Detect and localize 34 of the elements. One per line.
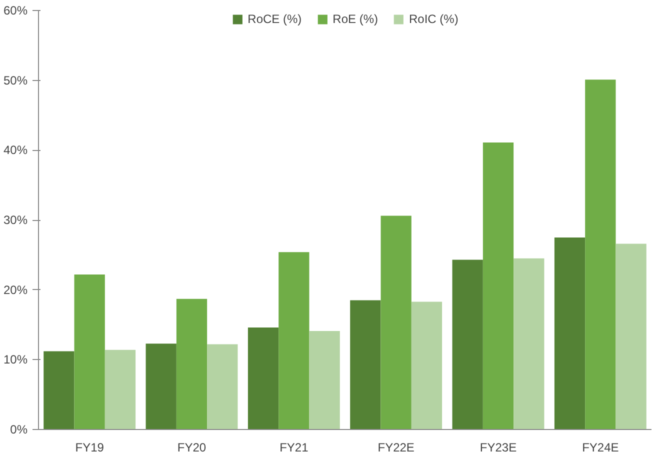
legend-label: RoIC (%): [409, 12, 458, 26]
x-tick-label: FY23E: [480, 440, 517, 454]
bar: [248, 328, 279, 430]
x-tick-label: FY24E: [582, 440, 619, 454]
bar: [176, 298, 208, 430]
x-tick-label: FY22E: [378, 440, 414, 454]
bar: [104, 350, 136, 430]
y-tick-label: 20%: [3, 282, 28, 297]
bar: [146, 344, 176, 430]
bar: [350, 300, 381, 430]
y-tick-label: 0%: [10, 422, 28, 436]
y-tick-label: 10%: [3, 352, 28, 367]
x-tick-label: FY20: [177, 440, 206, 454]
bar: [278, 252, 310, 430]
bar: [514, 258, 544, 430]
bar: [452, 260, 483, 430]
bar: [482, 142, 514, 430]
bar: [44, 351, 74, 430]
y-tick-label: 50%: [3, 73, 28, 88]
bar: [585, 80, 616, 430]
y-tick-label: 40%: [3, 143, 28, 158]
bar: [380, 216, 412, 430]
bar: [207, 344, 238, 430]
y-tick-label: 30%: [3, 213, 28, 227]
bar: [554, 237, 586, 430]
bar: [616, 244, 646, 430]
legend-label: RoE (%): [332, 12, 378, 26]
y-tick-label: 60%: [3, 4, 28, 18]
bar: [74, 274, 105, 430]
legend-label: RoCE (%): [248, 12, 302, 26]
x-tick-label: FY19: [75, 440, 104, 454]
bar: [309, 331, 340, 430]
x-tick-label: FY21: [280, 440, 309, 454]
bar: [411, 302, 442, 430]
